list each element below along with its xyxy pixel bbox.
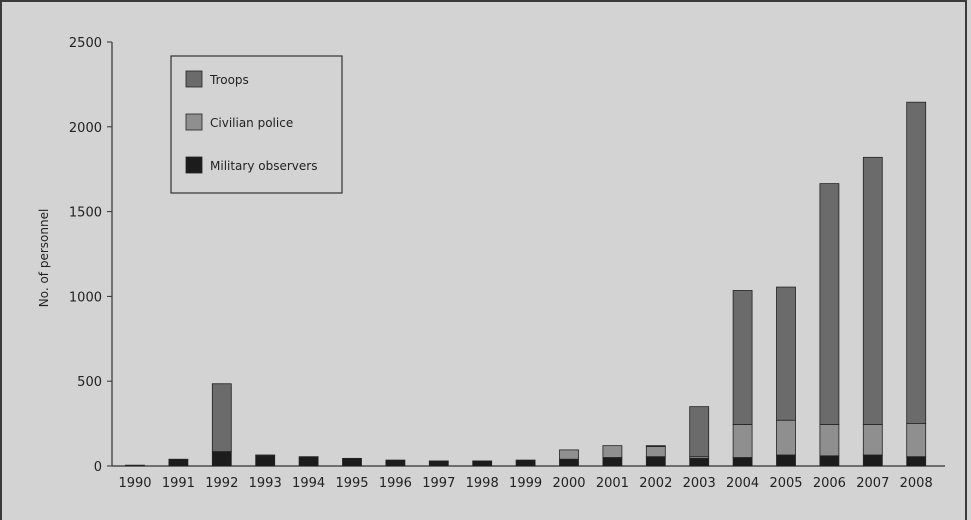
y-tick-label: 2000	[69, 121, 102, 136]
bar-military-observers-1997	[428, 460, 449, 467]
bar-military-observers-1998	[472, 460, 493, 467]
bar-civilian-police-2005	[776, 419, 796, 456]
x-tick-label: 1993	[249, 476, 282, 491]
bar-troops-1992	[211, 383, 232, 452]
x-tick-label: 1998	[466, 476, 499, 491]
x-tick-label: 1997	[422, 476, 455, 491]
y-axis-label: No. of personnel	[37, 209, 51, 308]
legend-swatch-military-observers	[185, 156, 203, 174]
y-tick-labels: 0 500 1000 1500 2000 2500	[69, 36, 112, 475]
bar-military-observers-2002	[645, 456, 666, 467]
x-tick-label: 2000	[552, 476, 585, 491]
y-tick-label: 2500	[69, 36, 102, 51]
bar-military-observers-2007	[862, 454, 883, 467]
legend-swatch-civilian-police	[185, 113, 203, 131]
legend-label-military-observers: Military observers	[210, 159, 317, 173]
bar-troops-2008	[906, 101, 927, 424]
bar-troops-2005	[776, 286, 796, 421]
legend-label-troops: Troops	[209, 73, 249, 87]
bar-military-observers-1996	[385, 459, 406, 467]
legend-swatch-troops	[185, 70, 203, 88]
bar-civilian-police-2002	[645, 446, 666, 458]
bar-civilian-police-2001	[602, 445, 623, 458]
bar-military-observers-2008	[906, 456, 927, 467]
y-tick-label: 0	[94, 460, 102, 475]
y-tick-label: 1000	[69, 290, 102, 305]
x-tick-label: 1990	[118, 476, 151, 491]
y-tick-label: 500	[77, 375, 102, 390]
x-tick-label: 2008	[900, 476, 933, 491]
bar-military-observers-2003	[689, 457, 710, 467]
x-tick-label: 2005	[769, 476, 802, 491]
bar-troops-2004	[732, 290, 753, 425]
bar-military-observers-1999	[515, 459, 536, 467]
x-tick-label: 1996	[379, 476, 412, 491]
legend: Troops Civilian police Military observers	[170, 55, 343, 194]
bar-military-observers-2006	[819, 455, 840, 467]
bars	[125, 101, 927, 467]
x-tick-label: 2007	[856, 476, 889, 491]
x-tick-label: 1991	[162, 476, 195, 491]
bar-military-observers-2005	[776, 454, 796, 467]
legend-box	[170, 55, 343, 194]
bar-military-observers-2000	[559, 458, 579, 467]
bar-military-observers-2001	[602, 457, 623, 467]
x-tick-label: 1992	[205, 476, 238, 491]
bar-military-observers-2004	[732, 457, 753, 467]
bar-civilian-police-2004	[732, 424, 753, 458]
x-tick-label: 1994	[292, 476, 325, 491]
bar-military-observers-1991	[168, 458, 189, 467]
x-tick-label: 2004	[726, 476, 759, 491]
x-tick-label: 1995	[335, 476, 368, 491]
bar-troops-2002	[645, 445, 666, 447]
bar-military-observers-1990	[125, 464, 145, 467]
bar-civilian-police-2007	[862, 424, 883, 456]
x-tick-label: 1999	[509, 476, 542, 491]
x-tick-label: 2003	[683, 476, 716, 491]
x-tick-label: 2002	[639, 476, 672, 491]
bar-civilian-police-2006	[819, 424, 840, 457]
bar-civilian-police-2008	[906, 423, 927, 458]
bar-military-observers-1992	[211, 451, 232, 467]
bar-troops-2003	[689, 406, 710, 458]
bar-civilian-police-2000	[559, 449, 579, 460]
bar-troops-1993	[255, 454, 276, 457]
bar-military-observers-1994	[298, 456, 319, 467]
bar-military-observers-1995	[342, 457, 362, 467]
bar-troops-2007	[862, 156, 883, 425]
legend-label-civilian-police: Civilian police	[210, 116, 293, 130]
bar-troops-2006	[819, 183, 840, 425]
x-tick-label: 2001	[596, 476, 629, 491]
y-tick-label: 1500	[69, 206, 102, 221]
x-tick-label: 2006	[813, 476, 846, 491]
bar-military-observers-1993	[255, 455, 276, 467]
x-tick-labels: 1990 1991 1992 1993 1994 1995 1996 1997 1998 1999…	[118, 476, 932, 491]
